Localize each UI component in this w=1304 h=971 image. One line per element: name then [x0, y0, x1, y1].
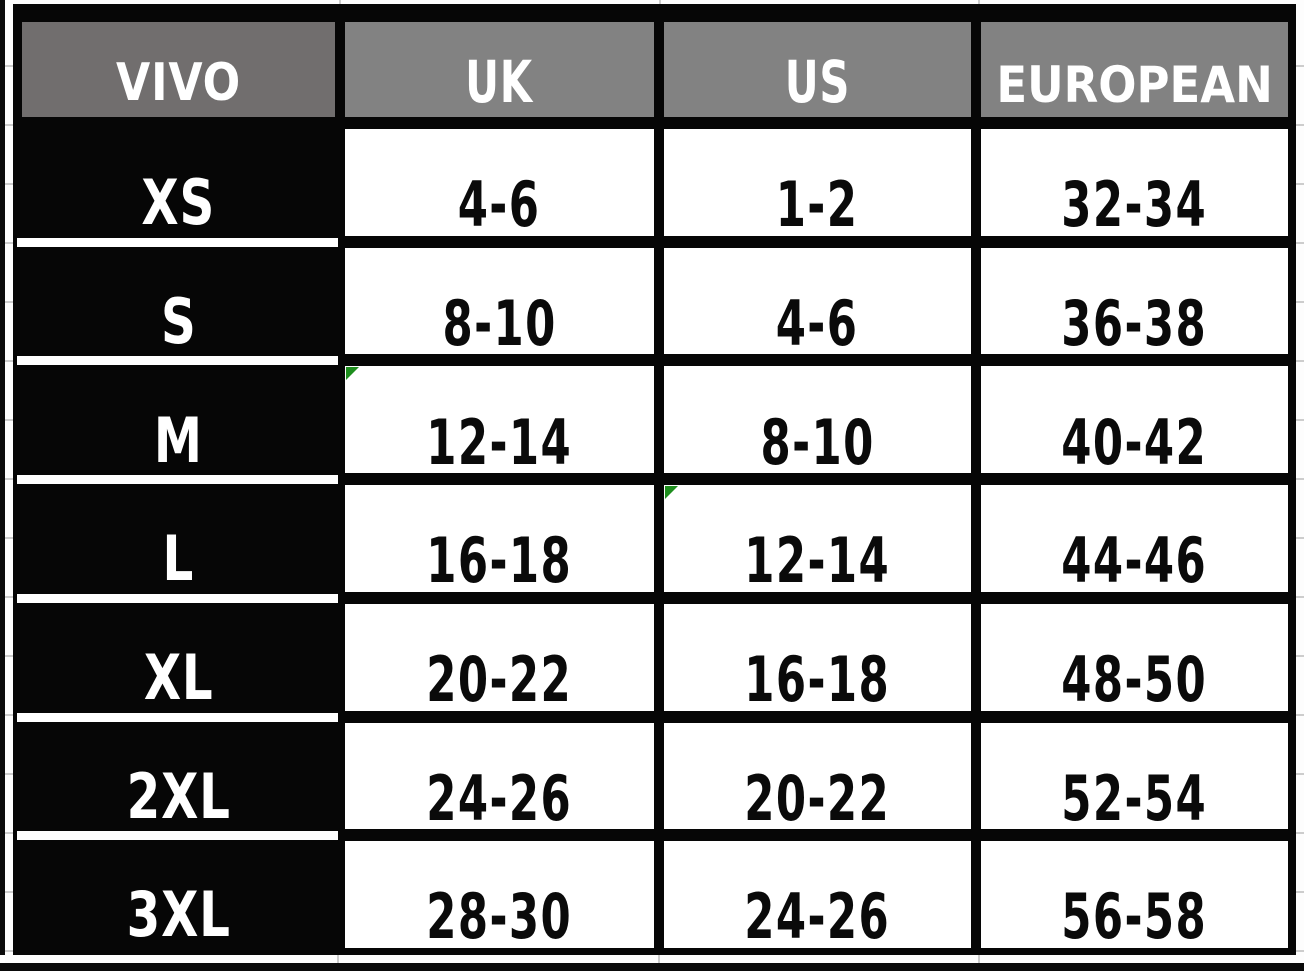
cell-value: 16-18 — [744, 642, 891, 716]
us-header-label: US — [784, 47, 851, 116]
sheet-margin-left — [5, 0, 13, 963]
cell-value: 12-14 — [744, 524, 891, 598]
gridline-tick — [659, 0, 661, 4]
european-value-xl: 48-50 — [981, 603, 1289, 716]
error-indicator-icon — [346, 367, 359, 381]
cell-value: 48-50 — [1061, 642, 1208, 716]
size-cell-2xl: 2XL — [17, 722, 338, 840]
size-cell-l: L — [17, 485, 338, 603]
uk-value-m: 12-14 — [345, 366, 654, 479]
uk-value-xl: 20-22 — [345, 603, 654, 716]
european-value-3xl: 56-58 — [981, 841, 1289, 954]
size-cell-s: S — [17, 247, 338, 366]
cell-value: 56-58 — [1061, 880, 1208, 954]
cell-value: 32-34 — [1061, 168, 1208, 242]
gridline-tick — [658, 955, 660, 963]
size-label: L — [162, 522, 195, 596]
sheet-margin-top — [13, 0, 1304, 4]
image-edge-bottom — [0, 963, 1304, 971]
header-cell-brand: VIVO — [22, 22, 335, 117]
header-cell-us: US — [664, 22, 971, 117]
cell-value: 16-18 — [426, 524, 573, 598]
cell-value: 24-26 — [744, 880, 891, 954]
image-edge-left — [0, 0, 5, 955]
gridline-tick — [337, 955, 339, 963]
uk-header-label: UK — [465, 47, 534, 116]
size-label: 2XL — [126, 759, 231, 833]
cell-value: 1-2 — [776, 168, 859, 242]
us-value-xs: 1-2 — [664, 129, 971, 236]
us-value-2xl: 20-22 — [664, 722, 971, 835]
us-value-m: 8-10 — [664, 366, 971, 479]
size-chart-grid: VIVO UK US EUROPEAN XS 4-6 1-2 32-34 S 8… — [17, 22, 1289, 954]
cell-value: 12-14 — [426, 405, 573, 479]
size-chart-table: VIVO UK US EUROPEAN XS 4-6 1-2 32-34 S 8… — [13, 4, 1296, 955]
header-cell-european: EUROPEAN — [981, 22, 1289, 117]
size-label: XL — [143, 640, 214, 714]
us-value-xl: 16-18 — [664, 603, 971, 716]
cell-value: 36-38 — [1061, 286, 1208, 360]
size-cell-xl: XL — [17, 603, 338, 722]
cell-value: 24-26 — [426, 761, 573, 835]
size-label: XS — [141, 166, 216, 240]
uk-value-s: 8-10 — [345, 247, 654, 360]
european-value-m: 40-42 — [981, 366, 1289, 479]
us-value-l: 12-14 — [664, 485, 971, 592]
sheet-margin-bottom — [5, 955, 1304, 963]
us-value-s: 4-6 — [664, 247, 971, 360]
cell-value: 44-46 — [1061, 524, 1208, 598]
cell-value: 8-10 — [760, 405, 875, 479]
european-value-2xl: 52-54 — [981, 722, 1289, 835]
european-value-xs: 32-34 — [981, 129, 1289, 242]
gridline-tick — [339, 0, 341, 4]
brand-label: VIVO — [115, 53, 242, 114]
gridline-tick — [978, 955, 980, 963]
size-cell-xs: XS — [17, 129, 338, 247]
uk-value-3xl: 28-30 — [345, 841, 654, 948]
error-indicator-icon — [665, 486, 678, 500]
cell-value: 28-30 — [426, 880, 573, 954]
sheet-margin-right — [1296, 0, 1304, 963]
size-label: S — [160, 284, 197, 358]
gridline-tick — [978, 0, 980, 4]
header-cell-uk: UK — [345, 22, 654, 117]
uk-value-2xl: 24-26 — [345, 722, 654, 835]
cell-value: 4-6 — [458, 168, 541, 242]
size-label: 3XL — [126, 878, 231, 952]
cell-value: 20-22 — [744, 761, 891, 835]
size-label: M — [154, 403, 203, 477]
size-cell-3xl: 3XL — [22, 841, 335, 948]
cell-value: 8-10 — [442, 286, 557, 360]
european-header-label: EUROPEAN — [996, 56, 1273, 114]
us-value-3xl: 24-26 — [664, 841, 971, 948]
uk-value-l: 16-18 — [345, 485, 654, 592]
european-value-s: 36-38 — [981, 247, 1289, 360]
cell-value: 4-6 — [776, 286, 859, 360]
cell-value: 20-22 — [426, 642, 573, 716]
european-value-l: 44-46 — [981, 485, 1289, 598]
uk-value-xs: 4-6 — [345, 129, 654, 236]
size-cell-m: M — [17, 366, 338, 484]
cell-value: 40-42 — [1061, 405, 1208, 479]
cell-value: 52-54 — [1061, 761, 1208, 835]
